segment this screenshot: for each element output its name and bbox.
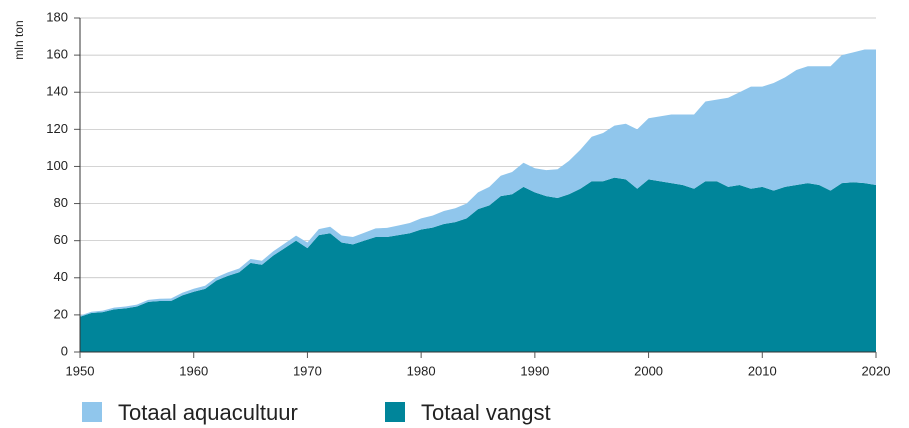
y-tick-label: 40 (54, 269, 68, 284)
legend-label: Totaal aquacultuur (118, 400, 298, 425)
y-tick-label: 0 (61, 343, 68, 358)
x-tick-label: 2010 (748, 363, 777, 378)
y-tick-label: 20 (54, 306, 68, 321)
legend-label: Totaal vangst (421, 400, 551, 425)
y-tick-label: 140 (46, 84, 68, 99)
y-tick-label: 100 (46, 158, 68, 173)
y-axis-label: mln ton (12, 20, 26, 59)
x-tick-label: 2000 (634, 363, 663, 378)
x-tick-label: 1990 (520, 363, 549, 378)
x-tick-label: 1970 (293, 363, 322, 378)
x-tick-label: 1950 (66, 363, 95, 378)
y-tick-label: 120 (46, 121, 68, 136)
legend-swatch (385, 402, 405, 422)
y-tick-label: 160 (46, 47, 68, 62)
x-tick-label: 1980 (407, 363, 436, 378)
area (80, 177, 876, 352)
x-tick-label: 1960 (179, 363, 208, 378)
legend: Totaal aquacultuur Totaal vangst (82, 400, 551, 425)
y-tick-label: 180 (46, 9, 68, 24)
x-tick-label: 2020 (862, 363, 891, 378)
y-tick-label: 60 (54, 232, 68, 247)
area (80, 49, 876, 317)
legend-swatch (82, 402, 102, 422)
y-tick-label: 80 (54, 195, 68, 210)
